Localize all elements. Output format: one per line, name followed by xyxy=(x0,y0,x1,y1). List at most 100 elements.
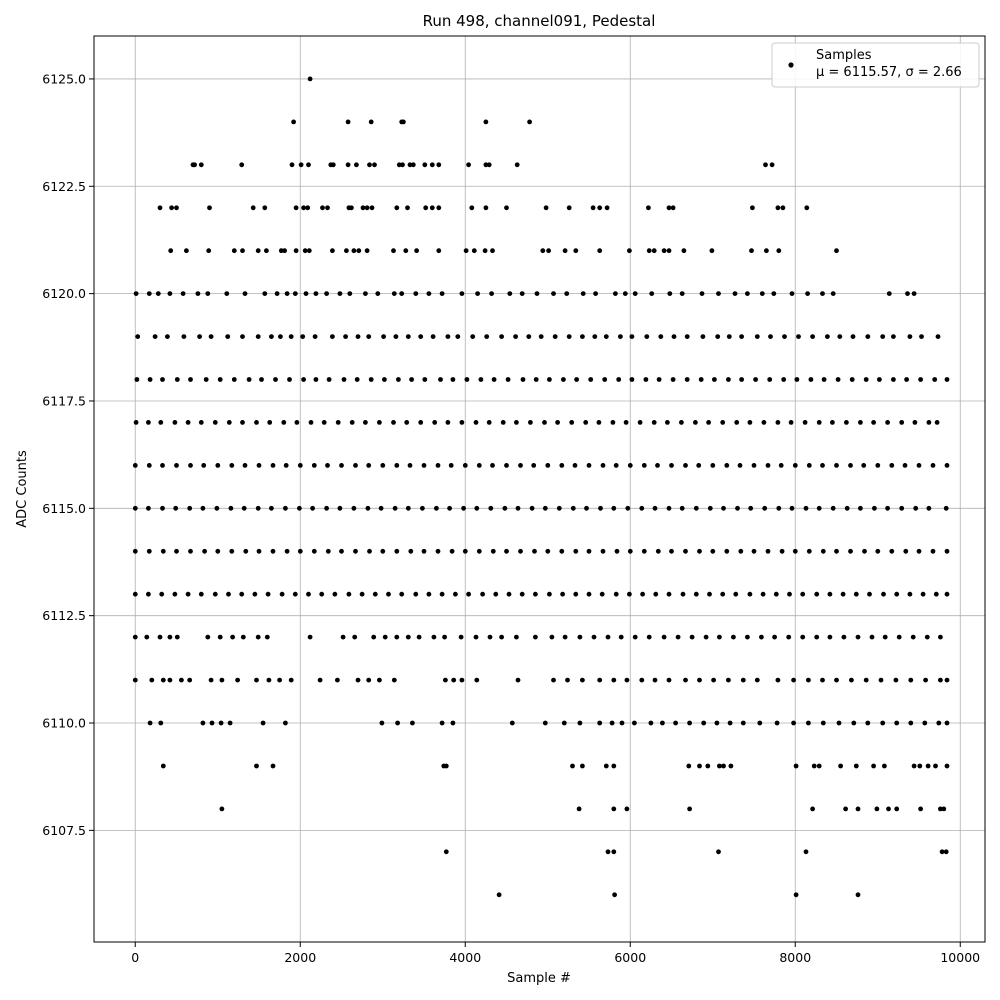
data-point xyxy=(644,334,650,339)
data-point xyxy=(203,377,209,382)
data-point xyxy=(422,377,428,382)
data-point xyxy=(806,548,812,554)
data-point xyxy=(751,548,757,554)
data-point xyxy=(629,334,635,339)
data-point xyxy=(639,505,645,511)
data-point xyxy=(355,334,361,339)
data-point xyxy=(754,677,760,683)
y-tick-label: 6117.5 xyxy=(42,393,86,408)
data-point xyxy=(324,505,329,511)
data-point xyxy=(217,634,223,640)
data-point xyxy=(641,548,647,554)
data-point xyxy=(622,291,628,296)
data-point xyxy=(464,377,470,382)
data-point xyxy=(779,548,785,554)
data-point xyxy=(466,162,471,168)
data-point xyxy=(926,505,932,511)
data-point xyxy=(475,291,480,296)
data-point xyxy=(462,548,468,554)
data-point xyxy=(902,463,908,468)
data-point xyxy=(325,205,330,211)
data-point xyxy=(184,248,189,254)
data-point xyxy=(192,162,198,168)
data-point xyxy=(597,248,603,254)
data-point xyxy=(394,205,400,211)
data-point xyxy=(944,677,950,683)
data-point xyxy=(429,205,435,211)
data-point xyxy=(726,677,731,683)
data-point xyxy=(640,591,645,597)
data-point xyxy=(502,505,508,511)
data-point xyxy=(345,162,351,168)
data-point xyxy=(586,591,592,597)
legend-box xyxy=(771,42,980,88)
data-point xyxy=(551,677,556,683)
data-point xyxy=(405,634,411,640)
data-point xyxy=(660,720,665,726)
y-tick-label: 6110.0 xyxy=(42,716,86,731)
data-point xyxy=(529,505,535,511)
data-point xyxy=(767,377,773,382)
data-point xyxy=(239,591,245,597)
data-point xyxy=(506,591,512,597)
data-point xyxy=(436,248,442,254)
data-point xyxy=(172,420,178,425)
data-point xyxy=(167,677,173,683)
data-point xyxy=(476,463,482,468)
data-point xyxy=(146,291,152,296)
data-point xyxy=(534,291,540,296)
data-point xyxy=(250,205,256,211)
data-point xyxy=(911,291,917,296)
y-tick-label: 6122.5 xyxy=(42,179,86,194)
data-point xyxy=(324,291,329,296)
data-point xyxy=(349,420,355,425)
data-point xyxy=(160,548,166,554)
data-point xyxy=(546,248,551,254)
data-point xyxy=(352,634,358,640)
data-point xyxy=(132,591,138,597)
data-point xyxy=(684,377,690,382)
data-point xyxy=(810,334,815,339)
data-point xyxy=(715,334,721,339)
data-point xyxy=(230,634,236,640)
data-point xyxy=(217,377,223,382)
data-point xyxy=(463,248,469,254)
data-point xyxy=(393,334,399,339)
data-point xyxy=(490,248,495,254)
data-point xyxy=(820,548,826,554)
data-point xyxy=(159,591,165,597)
data-point xyxy=(355,677,361,683)
data-point xyxy=(422,162,428,168)
data-point xyxy=(466,591,471,597)
data-point xyxy=(800,591,806,597)
data-point xyxy=(242,463,248,468)
data-point xyxy=(372,591,378,597)
data-point xyxy=(849,377,855,382)
data-point xyxy=(710,463,716,468)
data-point xyxy=(697,548,702,554)
data-point xyxy=(666,677,672,683)
data-point xyxy=(430,334,436,339)
data-point xyxy=(944,548,950,554)
data-point xyxy=(438,377,443,382)
data-point xyxy=(311,548,317,554)
data-point xyxy=(301,205,306,211)
data-point xyxy=(339,548,344,554)
data-point xyxy=(629,377,635,382)
data-point xyxy=(632,291,638,296)
data-point xyxy=(687,720,692,726)
data-point xyxy=(200,505,206,511)
data-point xyxy=(780,205,786,211)
data-point xyxy=(160,763,166,769)
data-point xyxy=(197,334,203,339)
data-point xyxy=(310,505,315,511)
data-point xyxy=(724,463,730,468)
data-point xyxy=(269,334,274,339)
data-point xyxy=(224,291,230,296)
data-point xyxy=(877,377,882,382)
data-point xyxy=(407,162,413,168)
data-point xyxy=(775,205,781,211)
data-point xyxy=(907,334,913,339)
data-point xyxy=(577,720,583,726)
